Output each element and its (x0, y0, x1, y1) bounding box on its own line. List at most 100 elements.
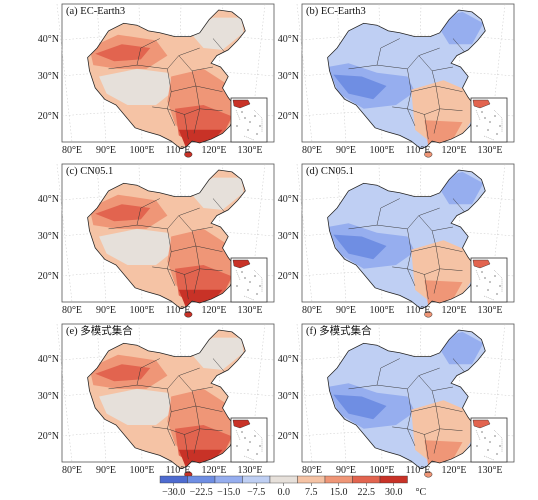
colorbar-tick-label: −30.0 (162, 487, 185, 498)
lon-tick-label: 100°E (369, 465, 394, 476)
lon-tick-label: 120°E (441, 465, 466, 476)
lon-tick-label: 130°E (477, 145, 502, 156)
china-outline (87, 9, 246, 150)
lon-tick-label: 120°E (201, 305, 226, 316)
panel-title: (d) CN05.1 (306, 166, 354, 177)
lon-tick-label: 110°E (406, 305, 431, 316)
lon-tick-label: 90°E (336, 305, 356, 316)
lat-tick-label: 20°N (278, 431, 299, 442)
lon-tick-label: 90°E (96, 305, 116, 316)
lon-tick-label: 100°E (369, 145, 394, 156)
lon-tick-label: 130°E (237, 145, 262, 156)
colorbar-tick-label: 0.0 (278, 487, 291, 498)
colorbar-segment (269, 475, 298, 484)
lon-tick-label: 100°E (129, 305, 154, 316)
lon-tick-label: 80°E (62, 465, 82, 476)
lon-tick-label: 110°E (166, 305, 191, 316)
lon-tick-label: 120°E (201, 145, 226, 156)
china-map (87, 329, 246, 478)
province-borders (348, 198, 465, 300)
lon-tick-label: 90°E (96, 145, 116, 156)
province-borders (348, 38, 465, 140)
hainan-island (424, 151, 433, 158)
lat-tick-label: 40°N (278, 194, 299, 205)
lon-tick-label: 80°E (302, 465, 322, 476)
lon-tick-label: 120°E (201, 465, 226, 476)
colorbar-segment (324, 475, 353, 484)
map-panel-e: (e) 多模式集合 40°N 30°N 20°N 80°E 90°E 100°E 110°E 1… (38, 323, 275, 478)
lat-tick-label: 40°N (38, 354, 59, 365)
colorbar-tick-label: −7.5 (247, 487, 265, 498)
colorbar-tick-label: −22.5 (190, 487, 213, 498)
hainan-island (184, 311, 193, 318)
lon-tick-label: 130°E (477, 305, 502, 316)
lon-tick-label: 100°E (369, 305, 394, 316)
china-outline (87, 169, 246, 310)
lon-tick-label: 110°E (406, 465, 431, 476)
panel-title: (e) 多模式集合 (66, 324, 133, 337)
lon-tick-label: 80°E (62, 305, 82, 316)
map-panel-d: (d) CN05.1 40°N 30°N 20°N 80°E 90°E 100°E 110°E… (278, 163, 515, 318)
lon-tick-label: 80°E (62, 145, 82, 156)
hainan-island (424, 471, 433, 478)
lon-tick-label: 90°E (336, 145, 356, 156)
lat-tick-label: 30°N (278, 391, 299, 402)
panel-title: (f) 多模式集合 (306, 324, 372, 337)
panel-title: (b) EC-Earth3 (306, 6, 366, 17)
colorbar-segment (214, 475, 243, 484)
colorbar-tick-label: 30.0 (385, 487, 403, 498)
colorbar-segment (352, 475, 381, 484)
colorbar-segment (242, 475, 271, 484)
colorbar-tick-label: −15.0 (217, 487, 240, 498)
map-panel-f: (f) 多模式集合 40°N 30°N 20°N 80°E 90°E 100°E 110°E 1… (278, 323, 515, 478)
province-borders (108, 198, 225, 300)
lon-tick-label: 130°E (237, 305, 262, 316)
colorbar-segment (379, 475, 408, 484)
south-china-sea-inset (470, 97, 508, 143)
lat-tick-label: 30°N (38, 391, 59, 402)
hainan-island (424, 311, 433, 318)
china-outline (327, 169, 486, 310)
lat-tick-label: 40°N (278, 34, 299, 45)
colorbar-segment (159, 475, 188, 484)
lat-tick-label: 20°N (278, 111, 299, 122)
colorbar-tick-label: 15.0 (330, 487, 348, 498)
lat-tick-label: 30°N (38, 71, 59, 82)
lat-tick-label: 20°N (38, 271, 59, 282)
colorbar-tick-label: 22.5 (358, 487, 376, 498)
colorbar-unit: °C (416, 487, 427, 498)
china-outline (87, 329, 246, 470)
map-panel-a: (a) EC-Earth3 40°N 30°N 20°N 80°E 90°E 100°E 11… (38, 3, 275, 158)
lat-tick-label: 40°N (38, 34, 59, 45)
lon-tick-label: 90°E (96, 465, 116, 476)
lon-tick-label: 80°E (302, 145, 322, 156)
china-outline (327, 9, 486, 150)
lon-tick-label: 130°E (237, 465, 262, 476)
south-china-sea-inset (230, 417, 268, 463)
lon-tick-label: 80°E (302, 305, 322, 316)
south-china-sea-inset (230, 97, 268, 143)
lon-tick-label: 130°E (477, 465, 502, 476)
map-panel-b: (b) EC-Earth3 40°N 30°N 20°N 80°E 90°E 100°E 11… (278, 3, 515, 158)
lon-tick-label: 120°E (441, 305, 466, 316)
lon-tick-label: 120°E (441, 145, 466, 156)
province-borders (348, 358, 465, 460)
lat-tick-label: 20°N (278, 271, 299, 282)
province-borders (108, 38, 225, 140)
lat-tick-label: 20°N (38, 111, 59, 122)
lat-tick-label: 30°N (278, 231, 299, 242)
colorbar-segment (297, 475, 326, 484)
colorbar: −30.0 −22.5 −15.0 −7.5 0.0 7.5 15.0 22.5 30.0 °C (159, 475, 427, 498)
lon-tick-label: 110°E (166, 465, 191, 476)
lat-tick-label: 30°N (38, 231, 59, 242)
panel-title: (a) EC-Earth3 (66, 6, 125, 17)
hainan-island (184, 151, 193, 158)
lon-tick-label: 90°E (336, 465, 356, 476)
south-china-sea-inset (470, 257, 508, 303)
lat-tick-label: 30°N (278, 71, 299, 82)
lon-tick-label: 110°E (166, 145, 191, 156)
map-panel-c: (c) CN05.1 40°N 30°N 20°N 80°E 90°E 100°E 110°E… (38, 163, 275, 318)
lon-tick-label: 100°E (129, 465, 154, 476)
south-china-sea-inset (230, 257, 268, 303)
